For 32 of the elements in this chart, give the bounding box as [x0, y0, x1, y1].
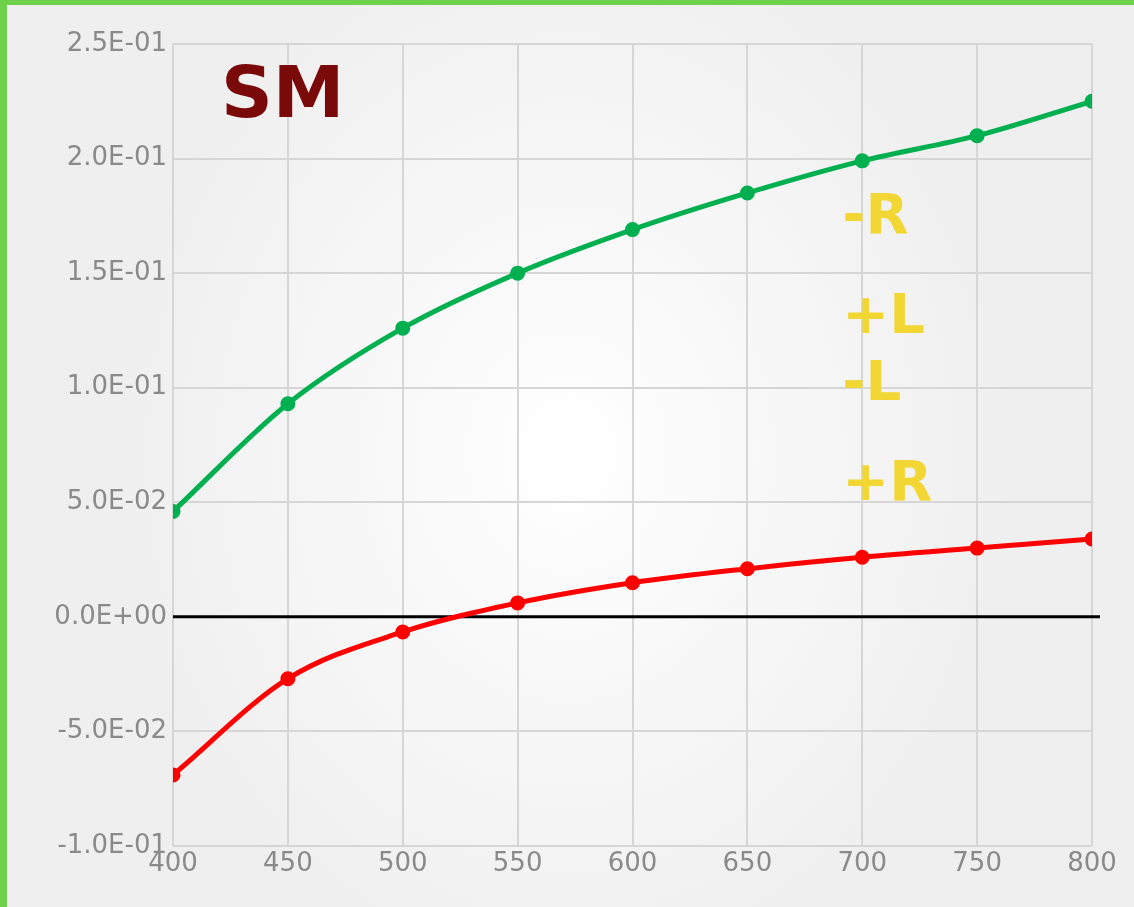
- point: [280, 671, 296, 687]
- x-tick-label: 700: [837, 847, 888, 878]
- y-tick-label: 2.5E-01: [66, 26, 167, 57]
- x-tick-label: 450: [263, 847, 313, 878]
- annotation: SM: [221, 49, 345, 134]
- x-tick-label: 800: [1067, 847, 1117, 878]
- x-tick-label: 550: [492, 847, 543, 878]
- y-tick-label: 0.0E+00: [54, 599, 167, 630]
- x-tick-label: 600: [607, 847, 658, 878]
- x-tick-label: 650: [722, 847, 773, 878]
- x-tick-label: 750: [952, 847, 1002, 878]
- point: [854, 153, 870, 169]
- point: [395, 320, 411, 336]
- point: [854, 549, 870, 565]
- series-label: -R +L: [842, 181, 925, 347]
- point: [510, 265, 526, 281]
- point: [280, 396, 296, 412]
- point: [739, 561, 755, 577]
- x-tick-label: 500: [377, 847, 428, 878]
- y-tick-label: -5.0E-02: [57, 714, 167, 745]
- point: [510, 595, 526, 611]
- y-tick-label: 5.0E-02: [66, 485, 167, 516]
- point: [739, 185, 755, 201]
- y-tick-label: 2.0E-01: [66, 141, 167, 172]
- series-label: -L +R: [842, 347, 933, 513]
- point: [625, 222, 640, 238]
- point: [969, 128, 985, 144]
- point: [395, 624, 411, 640]
- point: [625, 575, 640, 591]
- y-tick-label: 1.0E-01: [66, 370, 167, 401]
- y-tick-label: 1.5E-01: [66, 255, 167, 286]
- point: [969, 540, 985, 556]
